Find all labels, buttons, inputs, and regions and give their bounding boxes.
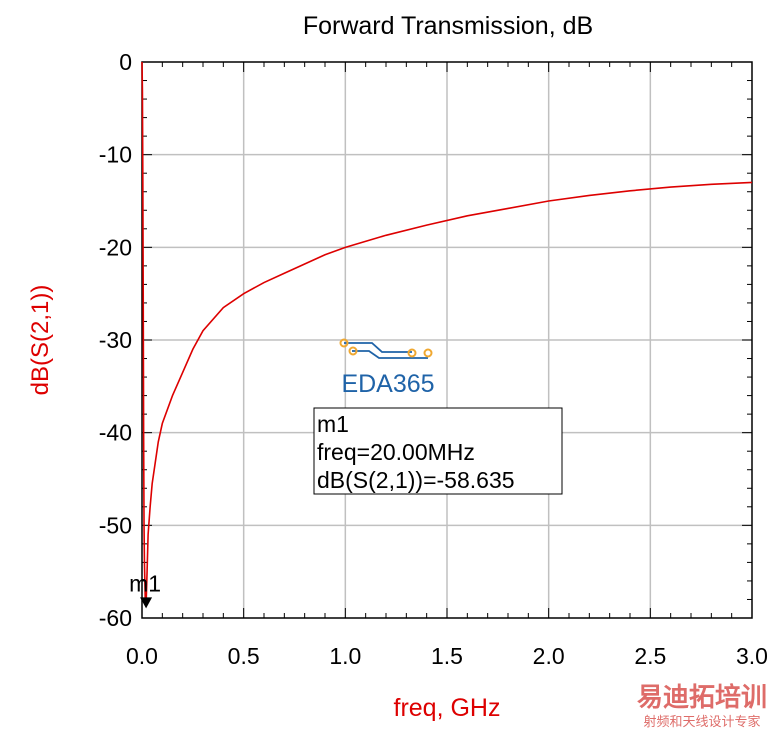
y-tick-label: -40 [99, 420, 132, 446]
readout-line: dB(S(2,1))=-58.635 [317, 467, 515, 493]
corner-watermark: 易迪拓培训 射频和天线设计专家 [637, 682, 767, 729]
x-axis-label: freq, GHz [394, 694, 501, 722]
chart-title: Forward Transmission, dB [303, 12, 593, 40]
y-tick-label: -50 [99, 512, 132, 538]
y-tick-label: -20 [99, 234, 132, 260]
watermark-subtitle: 射频和天线设计专家 [643, 714, 760, 729]
y-tick-label: -10 [99, 142, 132, 168]
readout-line: m1 [317, 411, 349, 437]
x-tick-labels: 0.0 0.5 1.0 1.5 2.0 2.5 3.0 [126, 643, 768, 669]
x-tick-label: 3.0 [736, 643, 768, 669]
marker-triangle-icon [140, 597, 153, 609]
readout-box [313, 407, 563, 495]
logo-text: EDA365 [341, 370, 434, 398]
x-tick-label: 2.5 [634, 643, 666, 669]
x-tick-label: 0.5 [228, 643, 260, 669]
marker-readout: m1 freq=20.00MHz dB(S(2,1))=-58.635 [313, 407, 563, 495]
plot-frame [141, 61, 753, 619]
readout-line: freq=20.00MHz [317, 439, 475, 465]
y-tick-label: -60 [99, 605, 132, 631]
y-tick-labels: 0 -10 -20 -30 -40 -50 -60 [99, 49, 132, 631]
marker-m1[interactable]: m1 [129, 570, 161, 609]
circuit-trace-icon [339, 338, 433, 359]
y-tick-label: -30 [99, 327, 132, 353]
x-tick-label: 1.0 [329, 643, 361, 669]
watermark-title: 易迪拓培训 [637, 682, 767, 712]
eda365-logo: EDA365 [339, 338, 435, 398]
series-line [141, 61, 753, 606]
x-tick-label: 1.5 [431, 643, 463, 669]
grid [142, 62, 752, 618]
y-axis-label: dB(S(2,1)) [27, 285, 54, 396]
x-tick-label: 2.0 [533, 643, 565, 669]
x-tick-label: 0.0 [126, 643, 158, 669]
y-tick-label: 0 [119, 49, 132, 75]
marker-label: m1 [129, 570, 161, 596]
